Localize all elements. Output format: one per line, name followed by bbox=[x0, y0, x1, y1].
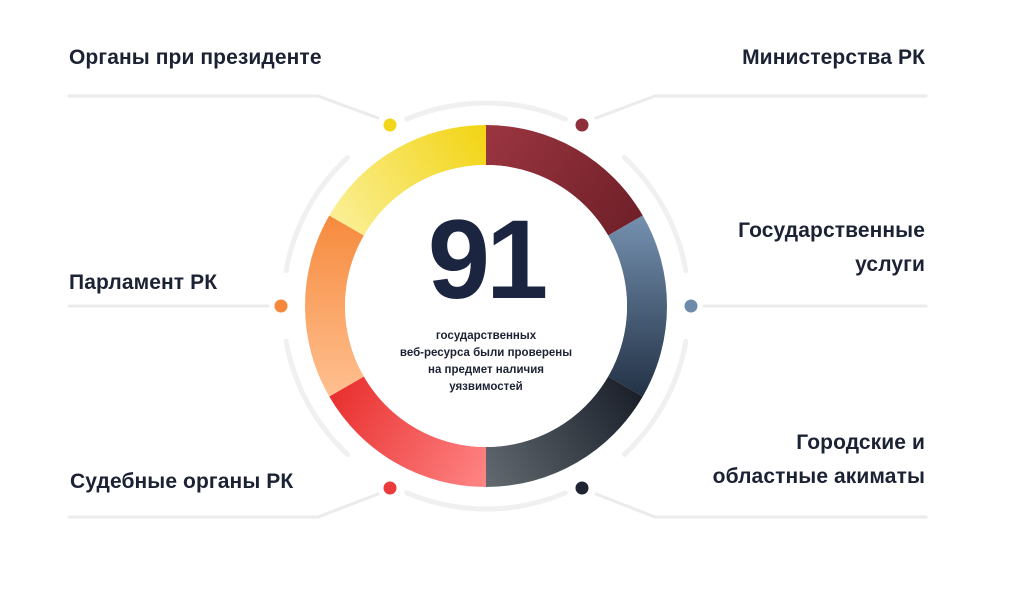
segment-ministries bbox=[486, 125, 643, 236]
label-ministries: Министерства РК bbox=[742, 46, 925, 69]
connector-president-bodies bbox=[67, 94, 380, 120]
connector-courts bbox=[67, 492, 380, 519]
label-courts: Судебные органы РК bbox=[70, 470, 294, 493]
label-parliament: Парламент РК bbox=[69, 271, 218, 294]
outer-ring-arc bbox=[621, 338, 689, 457]
marker-public-services bbox=[684, 299, 698, 313]
donut-center bbox=[345, 165, 627, 447]
segment-akimats bbox=[486, 376, 643, 487]
outer-ring-arc bbox=[283, 155, 351, 274]
outer-ring-arc bbox=[621, 155, 689, 274]
marker-parliament bbox=[274, 299, 288, 313]
total-count: 91 bbox=[427, 197, 549, 322]
segment-parliament bbox=[304, 215, 364, 397]
donut-ring bbox=[304, 125, 667, 487]
marker-ministries bbox=[575, 118, 589, 132]
label-president-bodies: Органы при президенте bbox=[69, 46, 322, 69]
marker-akimats bbox=[575, 481, 589, 495]
marker-president-bodies bbox=[383, 118, 397, 132]
marker-courts bbox=[383, 481, 397, 495]
connector-lines bbox=[67, 94, 928, 519]
label-public-services: Государственные услуги bbox=[738, 219, 925, 276]
marker-dots bbox=[270, 114, 702, 499]
connector-akimats bbox=[594, 492, 928, 519]
outer-ring-arc bbox=[404, 490, 568, 512]
segment-courts bbox=[329, 376, 486, 487]
outer-ring-arc bbox=[404, 100, 568, 122]
label-akimats: Городские и областные акиматы bbox=[712, 431, 925, 488]
segment-president-bodies bbox=[329, 125, 486, 236]
outer-ring-arc bbox=[283, 338, 351, 457]
connector-ministries bbox=[594, 94, 928, 120]
total-caption: государственных веб-ресурса были провере… bbox=[399, 330, 573, 393]
outer-ring bbox=[283, 100, 689, 512]
segment-public-services bbox=[608, 215, 667, 397]
